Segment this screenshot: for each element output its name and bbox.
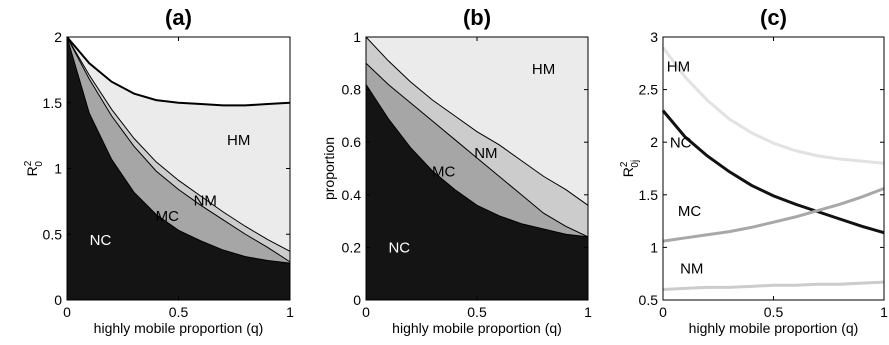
panel-title: (c) [760, 5, 787, 30]
y-tick-label: 1.5 [43, 95, 63, 111]
y-tick-label: 0.8 [342, 82, 362, 98]
y-tick-label: 0.2 [342, 239, 362, 255]
x-tick-label: 0 [63, 304, 71, 320]
y-axis-label-sup: 2 [23, 160, 34, 166]
boundary-line-mc [365, 62, 589, 238]
y-axis-label-sub: 0 [34, 161, 45, 167]
area-nc [67, 37, 290, 300]
region-label-mc: MC [432, 163, 455, 180]
series-line-hm [661, 46, 885, 165]
boundary-line-nc [66, 36, 291, 264]
y-axis-label: R20 [23, 160, 45, 176]
x-axis-label: highly mobile proportion (q) [94, 320, 264, 336]
y-tick-label: 0 [353, 292, 361, 308]
y-tick-label: 2 [650, 134, 658, 150]
boundary-line-mc [66, 36, 291, 263]
y-tick-label: 0.5 [639, 292, 659, 308]
panel-a: NC MC NM HM 0 0.5 1 0 0.5 1 1.5 2 (a) highly mobile p… [23, 5, 294, 336]
series-line-nm [662, 280, 885, 291]
y-tick-label: 1.5 [639, 187, 659, 203]
y-tick-label: 1 [54, 161, 62, 177]
x-tick-label: 0 [659, 304, 667, 320]
y-tick-label: 0.4 [342, 187, 362, 203]
y-axis-label-sup: 2 [619, 161, 630, 167]
y-tick-label: 1 [353, 29, 361, 45]
x-tick-label: 0.5 [467, 304, 487, 320]
panel-title: (a) [165, 5, 192, 30]
y-tick-label: 1 [650, 239, 658, 255]
region-label-hm: HM [667, 59, 690, 76]
region-label-nc: NC [388, 240, 410, 257]
plot-area [663, 37, 884, 300]
region-label-nc: NC [90, 232, 112, 249]
region-label-nm: NM [680, 261, 703, 278]
boundary-line-nm [365, 36, 589, 206]
series-line-nc [661, 109, 885, 235]
region-label-hm: HM [227, 132, 250, 149]
x-tick-label: 1 [584, 304, 592, 320]
region-label-nm: NM [194, 192, 217, 209]
y-axis-label-base: R [620, 167, 636, 177]
region-label-mc: MC [156, 208, 179, 225]
y-tick-label: 3 [650, 29, 658, 45]
region-label-nm: NM [474, 145, 497, 162]
x-tick-label: 0 [362, 304, 370, 320]
x-axis-label: highly mobile proportion (q) [392, 320, 562, 336]
x-axis-label: highly mobile proportion (q) [689, 320, 859, 336]
x-tick-label: 0.5 [169, 304, 189, 320]
panel-b: NC MC NM HM 0 0.5 1 0 0.2 0.4 0.6 0.8 1 (b) highly mob… [321, 5, 592, 336]
series-line-mc [662, 187, 885, 243]
x-tick-label: 0.5 [764, 304, 784, 320]
boundary-line-nc [365, 84, 589, 238]
x-tick-label: 1 [880, 304, 888, 320]
y-axis-label: proportion [321, 137, 337, 200]
region-label-hm: HM [532, 61, 555, 78]
region-label-nc: NC [670, 134, 692, 151]
y-tick-label: 0 [54, 292, 62, 308]
y-axis-label-base: R [24, 166, 40, 176]
y-tick-label: 2.5 [639, 82, 659, 98]
y-tick-label: 2 [54, 29, 62, 45]
y-tick-label: 0.6 [342, 134, 362, 150]
panel-title: (b) [463, 5, 491, 30]
y-axis-label: R20j [619, 160, 641, 177]
area-nc [366, 84, 588, 300]
boundary-line-nm [66, 36, 291, 252]
boundary-line-hm [66, 36, 291, 107]
x-tick-label: 1 [286, 304, 294, 320]
region-label-mc: MC [678, 203, 701, 220]
y-axis-label-sub: 0j [630, 160, 641, 168]
y-tick-label: 0.5 [43, 226, 63, 242]
